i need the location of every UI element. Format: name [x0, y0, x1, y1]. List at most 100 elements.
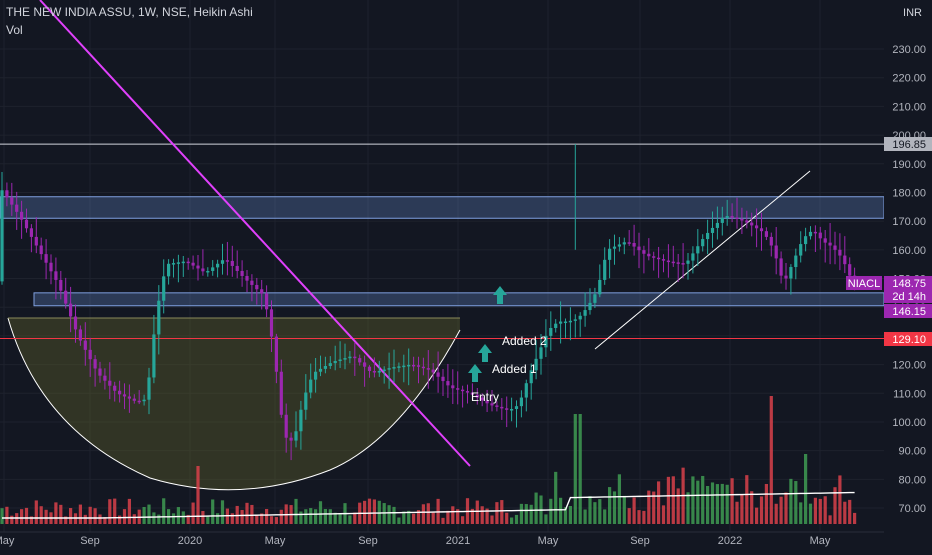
candle-body: [397, 366, 401, 368]
volume-bar: [568, 505, 572, 524]
candle-body: [431, 369, 435, 373]
price-tag-label: 148.75: [892, 278, 926, 290]
y-tick-label: 100.00: [892, 417, 926, 429]
volume-bar: [318, 501, 323, 524]
candle-body: [563, 321, 568, 324]
volume-bar: [299, 511, 303, 524]
candle-body: [573, 319, 577, 321]
candle-body: [402, 365, 406, 368]
candle-body: [568, 320, 572, 323]
candle-body: [73, 316, 78, 330]
candle-body: [358, 358, 362, 363]
candle-body: [612, 246, 617, 249]
candle-body: [328, 363, 332, 366]
volume-bar: [755, 507, 759, 524]
volume-bar: [461, 516, 465, 524]
candle-body: [142, 399, 146, 402]
candle-body: [34, 236, 38, 246]
y-tick-label: 220.00: [892, 73, 926, 85]
volume-bar: [206, 516, 210, 524]
candle-body: [314, 371, 318, 380]
candle-body: [5, 190, 9, 198]
candle-body: [725, 216, 729, 218]
cup-outline: [7, 317, 461, 491]
candle-body: [196, 265, 200, 269]
y-tick-label: 210.00: [892, 101, 926, 113]
candle-body: [632, 242, 636, 247]
candle-body: [769, 236, 773, 246]
candle-body: [661, 259, 666, 261]
volume-bar: [563, 507, 568, 524]
candle-body: [843, 255, 847, 265]
candle-body: [676, 262, 680, 264]
volume-bar: [774, 503, 778, 524]
candle-body: [446, 381, 450, 386]
candle-body: [152, 334, 156, 378]
volume-bar: [328, 509, 332, 524]
volume-bar: [44, 509, 48, 524]
volume-bar: [269, 516, 274, 524]
volume-bar: [157, 514, 161, 524]
candle-body: [828, 242, 832, 246]
price-tag-label: 146.15: [892, 306, 926, 318]
volume-bar: [314, 509, 318, 524]
candle-body: [451, 385, 455, 389]
volume-bar: [338, 513, 342, 524]
candle-body: [715, 222, 719, 228]
volume-bar: [745, 475, 749, 524]
volume-bar: [122, 509, 127, 524]
volume-bar: [544, 514, 548, 524]
volume-bar: [416, 510, 421, 524]
candle-body: [299, 409, 303, 432]
volume-bar: [813, 497, 817, 524]
candle-body: [593, 294, 597, 303]
candle-body: [171, 263, 176, 265]
candle-body: [250, 280, 254, 285]
volume-bar: [622, 495, 626, 524]
candle-body: [627, 242, 631, 244]
volume-bar: [764, 483, 768, 524]
volume-bar: [583, 509, 587, 524]
candle-body: [181, 261, 185, 264]
volume-bar: [5, 506, 9, 524]
volume-bar: [769, 396, 773, 524]
x-tick-label: 2022: [718, 535, 742, 547]
volume-bar: [211, 499, 215, 524]
candle-body: [461, 389, 465, 392]
volume-bar: [348, 515, 352, 524]
candle-body: [603, 259, 607, 280]
candle-body: [353, 356, 357, 359]
volume-bar: [142, 506, 146, 524]
price-tag: [884, 276, 932, 290]
volume-bar: [294, 498, 298, 524]
candle-body: [39, 245, 43, 255]
volume-bar: [710, 482, 715, 524]
candle-body: [304, 392, 308, 410]
candle-body: [64, 290, 68, 304]
price-axis: [884, 0, 932, 550]
volume-bar: [132, 514, 136, 524]
candle-body: [372, 371, 376, 373]
candle-body: [235, 265, 239, 271]
downtrend-line: [39, 0, 471, 467]
volume-bar: [666, 476, 670, 524]
candle-body: [245, 275, 249, 281]
candle-body: [333, 360, 337, 364]
candle-body: [764, 231, 768, 237]
candle-body: [784, 275, 788, 279]
candle-body: [0, 190, 4, 282]
candle-body: [220, 260, 225, 264]
candle-body: [588, 302, 592, 311]
volume-bar: [54, 502, 58, 524]
candle-body: [157, 300, 161, 335]
candle-body: [132, 398, 136, 401]
volume-bar: [480, 506, 484, 524]
candle-body: [838, 249, 842, 256]
y-tick-label: 230.00: [892, 44, 926, 56]
volume-bar: [216, 513, 220, 524]
volume-bar: [186, 514, 190, 524]
candle-body: [495, 405, 499, 407]
volume-bar: [0, 508, 4, 524]
